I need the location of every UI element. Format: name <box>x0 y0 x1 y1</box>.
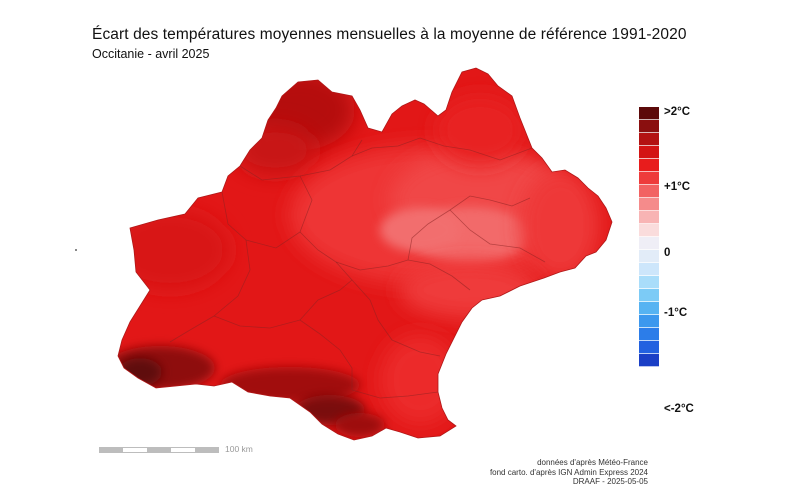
legend-swatch-19 <box>639 354 659 367</box>
legend-swatch-18 <box>639 341 659 354</box>
legend-swatch-16 <box>639 315 659 328</box>
legend-swatch-15 <box>639 302 659 315</box>
legend-swatch-0 <box>639 107 659 120</box>
legend-label-plus1: +1°C <box>664 181 691 193</box>
legend-swatch-11 <box>639 250 659 263</box>
legend-color-scale <box>639 107 659 367</box>
legend-swatch-17 <box>639 328 659 341</box>
legend-swatch-9 <box>639 224 659 237</box>
legend-label-zero: 0 <box>664 247 671 259</box>
legend-swatch-4 <box>639 159 659 172</box>
legend-label-top: >2°C <box>664 106 691 118</box>
legend-label-bottom: <-2°C <box>664 403 694 415</box>
legend-swatch-10 <box>639 237 659 250</box>
credit-author-date: DRAAF - 2025-05-05 <box>572 477 648 486</box>
legend-swatch-8 <box>639 211 659 224</box>
legend-swatch-1 <box>639 120 659 133</box>
legend-swatch-12 <box>639 263 659 276</box>
legend-label-minus1: -1°C <box>664 307 688 319</box>
scale-bar-label: 100 km <box>225 444 253 454</box>
legend-swatch-7 <box>639 198 659 211</box>
map-credits: données d'après Météo-France fond carto.… <box>490 458 648 487</box>
scale-bar <box>99 447 219 453</box>
legend-swatch-14 <box>639 289 659 302</box>
map-subtitle: Occitanie - avril 2025 <box>92 47 210 61</box>
credit-data-source: données d'après Météo-France <box>537 458 648 467</box>
map-title: Écart des températures moyennes mensuell… <box>92 26 687 43</box>
legend-swatch-5 <box>639 172 659 185</box>
legend-swatch-2 <box>639 133 659 146</box>
credit-basemap-source: fond carto. d'après IGN Admin Express 20… <box>489 467 648 477</box>
legend-swatch-13 <box>639 276 659 289</box>
legend-swatch-6 <box>639 185 659 198</box>
legend-swatch-3 <box>639 146 659 159</box>
